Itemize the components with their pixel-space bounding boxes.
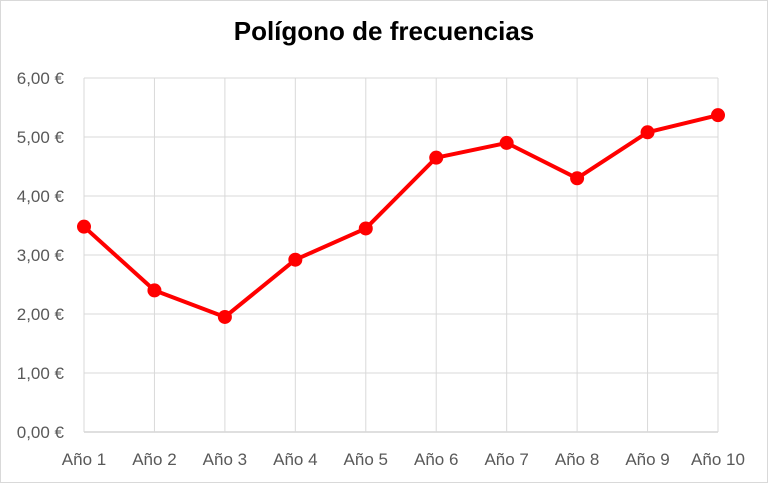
- x-tick-label: Año 4: [273, 450, 317, 469]
- chart-title: Polígono de frecuencias: [233, 16, 535, 46]
- y-tick-label: 0,00 €: [17, 423, 65, 442]
- x-tick-label: Año 3: [203, 450, 247, 469]
- data-point: [499, 135, 514, 150]
- y-tick-label: 1,00 €: [17, 364, 65, 383]
- x-tick-label: Año 9: [625, 450, 669, 469]
- series-line: [82, 113, 719, 319]
- x-tick-label: Año 8: [555, 450, 599, 469]
- data-point: [147, 283, 162, 298]
- data-point: [358, 221, 373, 236]
- data-point: [77, 219, 91, 234]
- x-tick-label: Año 6: [414, 450, 458, 469]
- y-tick-label: 5,00 €: [17, 128, 65, 147]
- data-point: [288, 252, 303, 267]
- data-point: [429, 150, 444, 165]
- y-tick-label: 3,00 €: [17, 246, 65, 265]
- x-tick-label: Año 7: [484, 450, 528, 469]
- data-point: [217, 309, 232, 324]
- y-tick-label: 6,00 €: [17, 69, 65, 88]
- x-tick-label: Año 2: [132, 450, 176, 469]
- data-point: [570, 171, 585, 186]
- data-point: [640, 125, 655, 140]
- x-tick-label: Año 10: [691, 450, 745, 469]
- data-point: [711, 108, 725, 123]
- y-tick-label: 4,00 €: [17, 187, 65, 206]
- x-tick-label: Año 1: [62, 450, 106, 469]
- x-tick-label: Año 5: [344, 450, 388, 469]
- y-tick-label: 2,00 €: [17, 305, 65, 324]
